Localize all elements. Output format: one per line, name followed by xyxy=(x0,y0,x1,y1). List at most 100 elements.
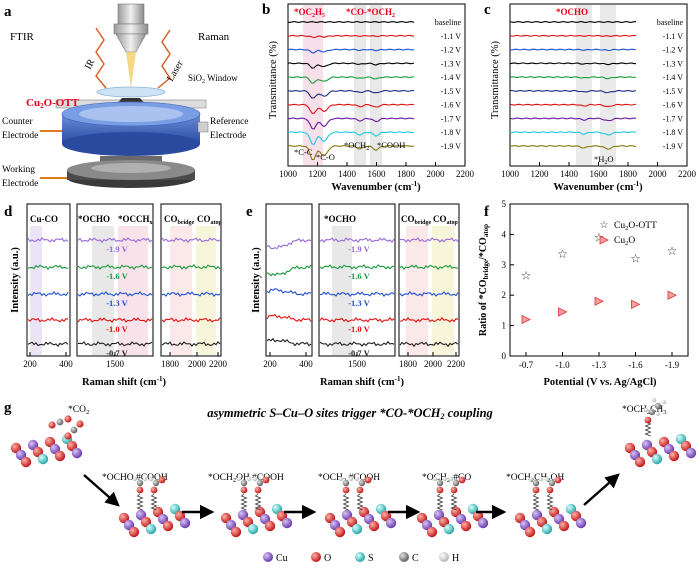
catalyst-slab xyxy=(416,503,489,538)
d-raman-curve xyxy=(77,317,153,323)
f-ytick-label: 4 xyxy=(502,229,507,239)
legend-star-icon: ☆ xyxy=(600,220,609,231)
panel-e-xlabel: Raman shift (cm-1) xyxy=(320,375,405,388)
b-spectrum-6 xyxy=(287,103,415,114)
molecule-atom xyxy=(254,486,262,494)
molecule-atom xyxy=(48,421,56,429)
panel-letter-c: c xyxy=(484,2,491,18)
panel-d-header-cuco: Cu-CO xyxy=(30,214,58,224)
slab-atom xyxy=(264,520,276,532)
molecule-atom xyxy=(643,407,649,413)
panel-b-legend: baseline -1.1 V -1.2 V -1.3 V -1.4 V -1.5 V -1… xyxy=(435,18,462,151)
molecule-atom xyxy=(436,486,444,494)
band-d-4 xyxy=(170,226,192,355)
ir-beam-icon xyxy=(95,27,107,89)
e-raman-curve xyxy=(266,238,312,250)
d-tick-label: 1500 xyxy=(106,359,125,369)
c-spectrum-0 xyxy=(509,21,636,23)
molecule-atom xyxy=(236,476,242,482)
panel-f-axis-ticks: 0 1 2 3 4 5 -0.7 -1.0 -1.3 -1.6 -1.9 xyxy=(502,199,680,370)
f-point-triangle xyxy=(521,314,531,325)
slab-atom xyxy=(634,456,646,468)
panel-g-slabs xyxy=(10,433,697,538)
molecule-atom xyxy=(240,486,248,494)
catalyst-slab xyxy=(220,503,293,538)
slab-atom xyxy=(541,523,553,535)
c-legend-item: -1.8 V xyxy=(663,128,684,137)
f-ytick-label: 3 xyxy=(502,260,507,270)
b-legend-item: -1.8 V xyxy=(441,128,462,137)
catalyst-slab xyxy=(10,433,83,468)
e-raman-curve xyxy=(319,291,395,297)
panel-e-header-coatop: COatop xyxy=(433,214,458,226)
molecule-atom xyxy=(342,486,350,494)
panel-e-ticks: 200 400 1500 1800 2000 2200 xyxy=(263,352,466,369)
d-raman-curve xyxy=(27,264,69,271)
label-product: *OCH2CH3 xyxy=(622,405,667,416)
c-tick-label: 1800 xyxy=(619,169,638,179)
c-legend-item: -1.2 V xyxy=(663,46,684,55)
e-voltage-label: -1.9 V xyxy=(348,244,370,254)
legend-atom-label: S xyxy=(368,553,374,564)
c-spectrum-9 xyxy=(509,145,637,150)
legend-atom-icon xyxy=(311,552,321,562)
d-raman-curve xyxy=(27,317,69,323)
d-raman-curve xyxy=(77,237,153,244)
band-b-1 xyxy=(303,5,323,165)
d-tick-label: 400 xyxy=(59,359,73,369)
counter-label-2: Electrode xyxy=(2,131,38,141)
b-tick-label: 1000 xyxy=(279,169,298,179)
slab-atom xyxy=(247,523,259,535)
e-raman-curve xyxy=(319,340,395,347)
f-xtick-label: -0.7 xyxy=(519,360,534,370)
counter-label-1: Counter xyxy=(2,117,33,127)
b-legend-item: -1.1 V xyxy=(441,32,462,41)
b-spectrum-2 xyxy=(287,48,415,54)
b-legend-item: -1.3 V xyxy=(441,59,462,68)
legend-atom-label: H xyxy=(452,553,459,564)
arrow-1-icon xyxy=(83,474,120,507)
f-ytick-label: 2 xyxy=(502,290,507,300)
bond-spring xyxy=(342,493,350,511)
molecule-atom xyxy=(152,479,160,487)
b-legend-item: -1.7 V xyxy=(441,114,462,123)
molecule-atom xyxy=(358,479,366,487)
slab-atom xyxy=(230,526,242,538)
reference-label-2: Electrode xyxy=(210,131,246,141)
b-tick-label: 2000 xyxy=(427,169,446,179)
band-d-3 xyxy=(118,226,148,355)
panel-d-header-cobridge: CObridge xyxy=(164,214,195,226)
e-raman-curve xyxy=(319,317,395,323)
panel-f: f Ratio of *CObridge/*COatop 0 1 2 3 4 5 -0.7 -… xyxy=(478,199,689,388)
molecule-atom xyxy=(338,476,344,482)
panel-e-header-ocho: *OCHO xyxy=(324,214,356,224)
c-spectrum-8 xyxy=(509,131,637,136)
panel-e: e *OCHO CObridge COatop Intensity (a.u.)… xyxy=(246,203,466,388)
b-spectrum-7 xyxy=(287,117,415,130)
molecule-atom xyxy=(136,479,144,487)
panel-e-header-cobridge: CObridge xyxy=(401,214,432,226)
f-point-star: ☆ xyxy=(594,230,605,244)
b-spectrum-1 xyxy=(287,34,415,39)
d-tick-label: 200 xyxy=(23,359,37,369)
molecule-atom xyxy=(246,476,252,482)
c-tick-label: 2200 xyxy=(678,169,697,179)
catalyst-slab xyxy=(514,503,587,538)
panel-c: c Transmittance (%) *OCHO baseline -1.1 V… xyxy=(484,2,697,193)
legend-atom-icon xyxy=(355,552,365,562)
molecule-atom xyxy=(654,402,662,410)
molecule-atom xyxy=(442,476,448,482)
c-tick-label: 1200 xyxy=(531,169,550,179)
e-tick-label: 1500 xyxy=(348,359,367,369)
e-raman-curve xyxy=(399,316,459,323)
slab-atom xyxy=(37,453,49,465)
panel-b-annot-och2: *OCH2 xyxy=(344,140,369,152)
legend-atom-icon xyxy=(399,552,409,562)
b-legend-item: -1.5 V xyxy=(441,87,462,96)
c-spectrum-5 xyxy=(509,89,637,94)
molecule-atom xyxy=(661,399,667,405)
panel-c-axes xyxy=(509,3,688,167)
e-raman-curve xyxy=(319,237,395,243)
slab-atom xyxy=(20,456,32,468)
